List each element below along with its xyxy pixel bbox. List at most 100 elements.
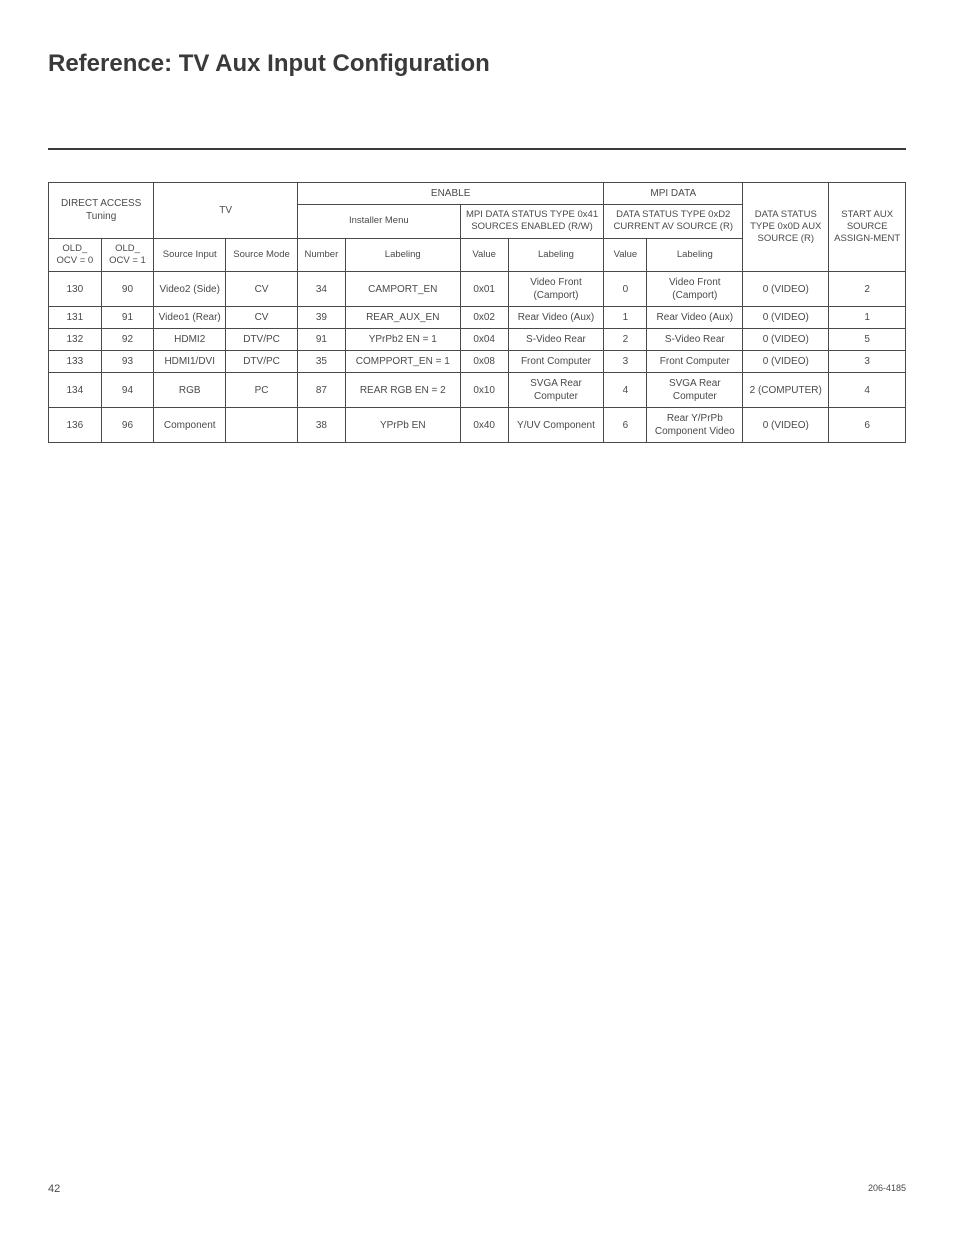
cell-number: 39 <box>297 307 345 329</box>
col-labeling1: Labeling <box>345 238 460 272</box>
cell-value1: 0x08 <box>460 351 508 373</box>
doc-number: 206-4185 <box>868 1183 906 1195</box>
header-start-aux: START AUX SOURCE ASSIGN-MENT <box>829 183 906 272</box>
col-labeling3: Labeling <box>647 238 743 272</box>
cell-sourceMode: CV <box>226 307 298 329</box>
cell-labeling2: Y/UV Component <box>508 408 604 443</box>
cell-labeling1: COMPPORT_EN = 1 <box>345 351 460 373</box>
page-title: Reference: TV Aux Input Configuration <box>48 50 906 78</box>
cell-value2: 0 <box>604 272 647 307</box>
col-value1: Value <box>460 238 508 272</box>
table-row: 13090Video2 (Side)CV34CAMPORT_EN0x01Vide… <box>49 272 906 307</box>
cell-labeling2: Front Computer <box>508 351 604 373</box>
cell-sourceMode: DTV/PC <box>226 351 298 373</box>
cell-labeling2: SVGA Rear Computer <box>508 373 604 408</box>
cell-labeling1: REAR_AUX_EN <box>345 307 460 329</box>
cell-ocv1: 93 <box>101 351 154 373</box>
cell-ocv0: 136 <box>49 408 102 443</box>
cell-dataStatus0D: 2 (COMPUTER) <box>743 373 829 408</box>
page-number: 42 <box>48 1183 60 1195</box>
cell-ocv1: 96 <box>101 408 154 443</box>
cell-labeling3: SVGA Rear Computer <box>647 373 743 408</box>
header-data-status-d2: DATA STATUS TYPE 0xD2 CURRENT AV SOURCE … <box>604 205 743 239</box>
header-direct-access: DIRECT ACCESS Tuning <box>49 183 154 239</box>
col-value2: Value <box>604 238 647 272</box>
cell-ocv0: 134 <box>49 373 102 408</box>
col-labeling2: Labeling <box>508 238 604 272</box>
cell-labeling3: Rear Video (Aux) <box>647 307 743 329</box>
cell-sourceInput: RGB <box>154 373 226 408</box>
cell-dataStatus0D: 0 (VIDEO) <box>743 272 829 307</box>
title-divider <box>48 148 906 150</box>
cell-sourceMode <box>226 408 298 443</box>
cell-sourceInput: HDMI1/DVI <box>154 351 226 373</box>
cell-dataStatus0D: 0 (VIDEO) <box>743 307 829 329</box>
table-row: 13191Video1 (Rear)CV39REAR_AUX_EN0x02Rea… <box>49 307 906 329</box>
cell-value1: 0x10 <box>460 373 508 408</box>
cell-sourceInput: HDMI2 <box>154 329 226 351</box>
cell-sourceMode: DTV/PC <box>226 329 298 351</box>
cell-sourceInput: Video1 (Rear) <box>154 307 226 329</box>
cell-value2: 1 <box>604 307 647 329</box>
header-data-status-0d: DATA STATUS TYPE 0x0D AUX SOURCE (R) <box>743 183 829 272</box>
cell-labeling1: YPrPb EN <box>345 408 460 443</box>
cell-value1: 0x02 <box>460 307 508 329</box>
header-mpi-data-status: MPI DATA STATUS TYPE 0x41 SOURCES ENABLE… <box>460 205 604 239</box>
cell-startAux: 2 <box>829 272 906 307</box>
cell-labeling2: Video Front (Camport) <box>508 272 604 307</box>
table-row: 13494RGBPC87REAR RGB EN = 20x10SVGA Rear… <box>49 373 906 408</box>
cell-ocv1: 94 <box>101 373 154 408</box>
cell-sourceInput: Component <box>154 408 226 443</box>
cell-value2: 6 <box>604 408 647 443</box>
cell-number: 38 <box>297 408 345 443</box>
page-footer: 42 206-4185 <box>48 1183 906 1195</box>
header-tv: TV <box>154 183 298 239</box>
cell-number: 91 <box>297 329 345 351</box>
cell-value1: 0x04 <box>460 329 508 351</box>
cell-sourceMode: PC <box>226 373 298 408</box>
table-row: 13292HDMI2DTV/PC91YPrPb2 EN = 10x04S-Vid… <box>49 329 906 351</box>
cell-number: 87 <box>297 373 345 408</box>
cell-dataStatus0D: 0 (VIDEO) <box>743 329 829 351</box>
cell-startAux: 3 <box>829 351 906 373</box>
col-ocv1: OLD_ OCV = 1 <box>101 238 154 272</box>
cell-ocv0: 130 <box>49 272 102 307</box>
cell-startAux: 6 <box>829 408 906 443</box>
cell-value1: 0x01 <box>460 272 508 307</box>
cell-value2: 2 <box>604 329 647 351</box>
cell-ocv0: 131 <box>49 307 102 329</box>
col-source-input: Source Input <box>154 238 226 272</box>
cell-number: 34 <box>297 272 345 307</box>
cell-startAux: 5 <box>829 329 906 351</box>
cell-value2: 4 <box>604 373 647 408</box>
col-ocv0: OLD_ OCV = 0 <box>49 238 102 272</box>
cell-labeling1: YPrPb2 EN = 1 <box>345 329 460 351</box>
table-row: 13696Component 38YPrPb EN0x40Y/UV Compone… <box>49 408 906 443</box>
cell-ocv1: 91 <box>101 307 154 329</box>
cell-startAux: 1 <box>829 307 906 329</box>
header-mpi-data: MPI DATA <box>604 183 743 205</box>
cell-dataStatus0D: 0 (VIDEO) <box>743 351 829 373</box>
cell-labeling1: CAMPORT_EN <box>345 272 460 307</box>
cell-number: 35 <box>297 351 345 373</box>
col-number: Number <box>297 238 345 272</box>
header-enable: ENABLE <box>297 183 603 205</box>
cell-labeling3: Front Computer <box>647 351 743 373</box>
cell-sourceInput: Video2 (Side) <box>154 272 226 307</box>
cell-value2: 3 <box>604 351 647 373</box>
cell-labeling2: S-Video Rear <box>508 329 604 351</box>
cell-sourceMode: CV <box>226 272 298 307</box>
cell-labeling3: S-Video Rear <box>647 329 743 351</box>
header-installer-menu: Installer Menu <box>297 205 460 239</box>
col-source-mode: Source Mode <box>226 238 298 272</box>
cell-labeling2: Rear Video (Aux) <box>508 307 604 329</box>
cell-ocv1: 92 <box>101 329 154 351</box>
cell-startAux: 4 <box>829 373 906 408</box>
cell-labeling1: REAR RGB EN = 2 <box>345 373 460 408</box>
cell-labeling3: Video Front (Camport) <box>647 272 743 307</box>
cell-dataStatus0D: 0 (VIDEO) <box>743 408 829 443</box>
cell-value1: 0x40 <box>460 408 508 443</box>
table-row: 13393HDMI1/DVIDTV/PC35COMPPORT_EN = 10x0… <box>49 351 906 373</box>
cell-ocv1: 90 <box>101 272 154 307</box>
cell-ocv0: 133 <box>49 351 102 373</box>
